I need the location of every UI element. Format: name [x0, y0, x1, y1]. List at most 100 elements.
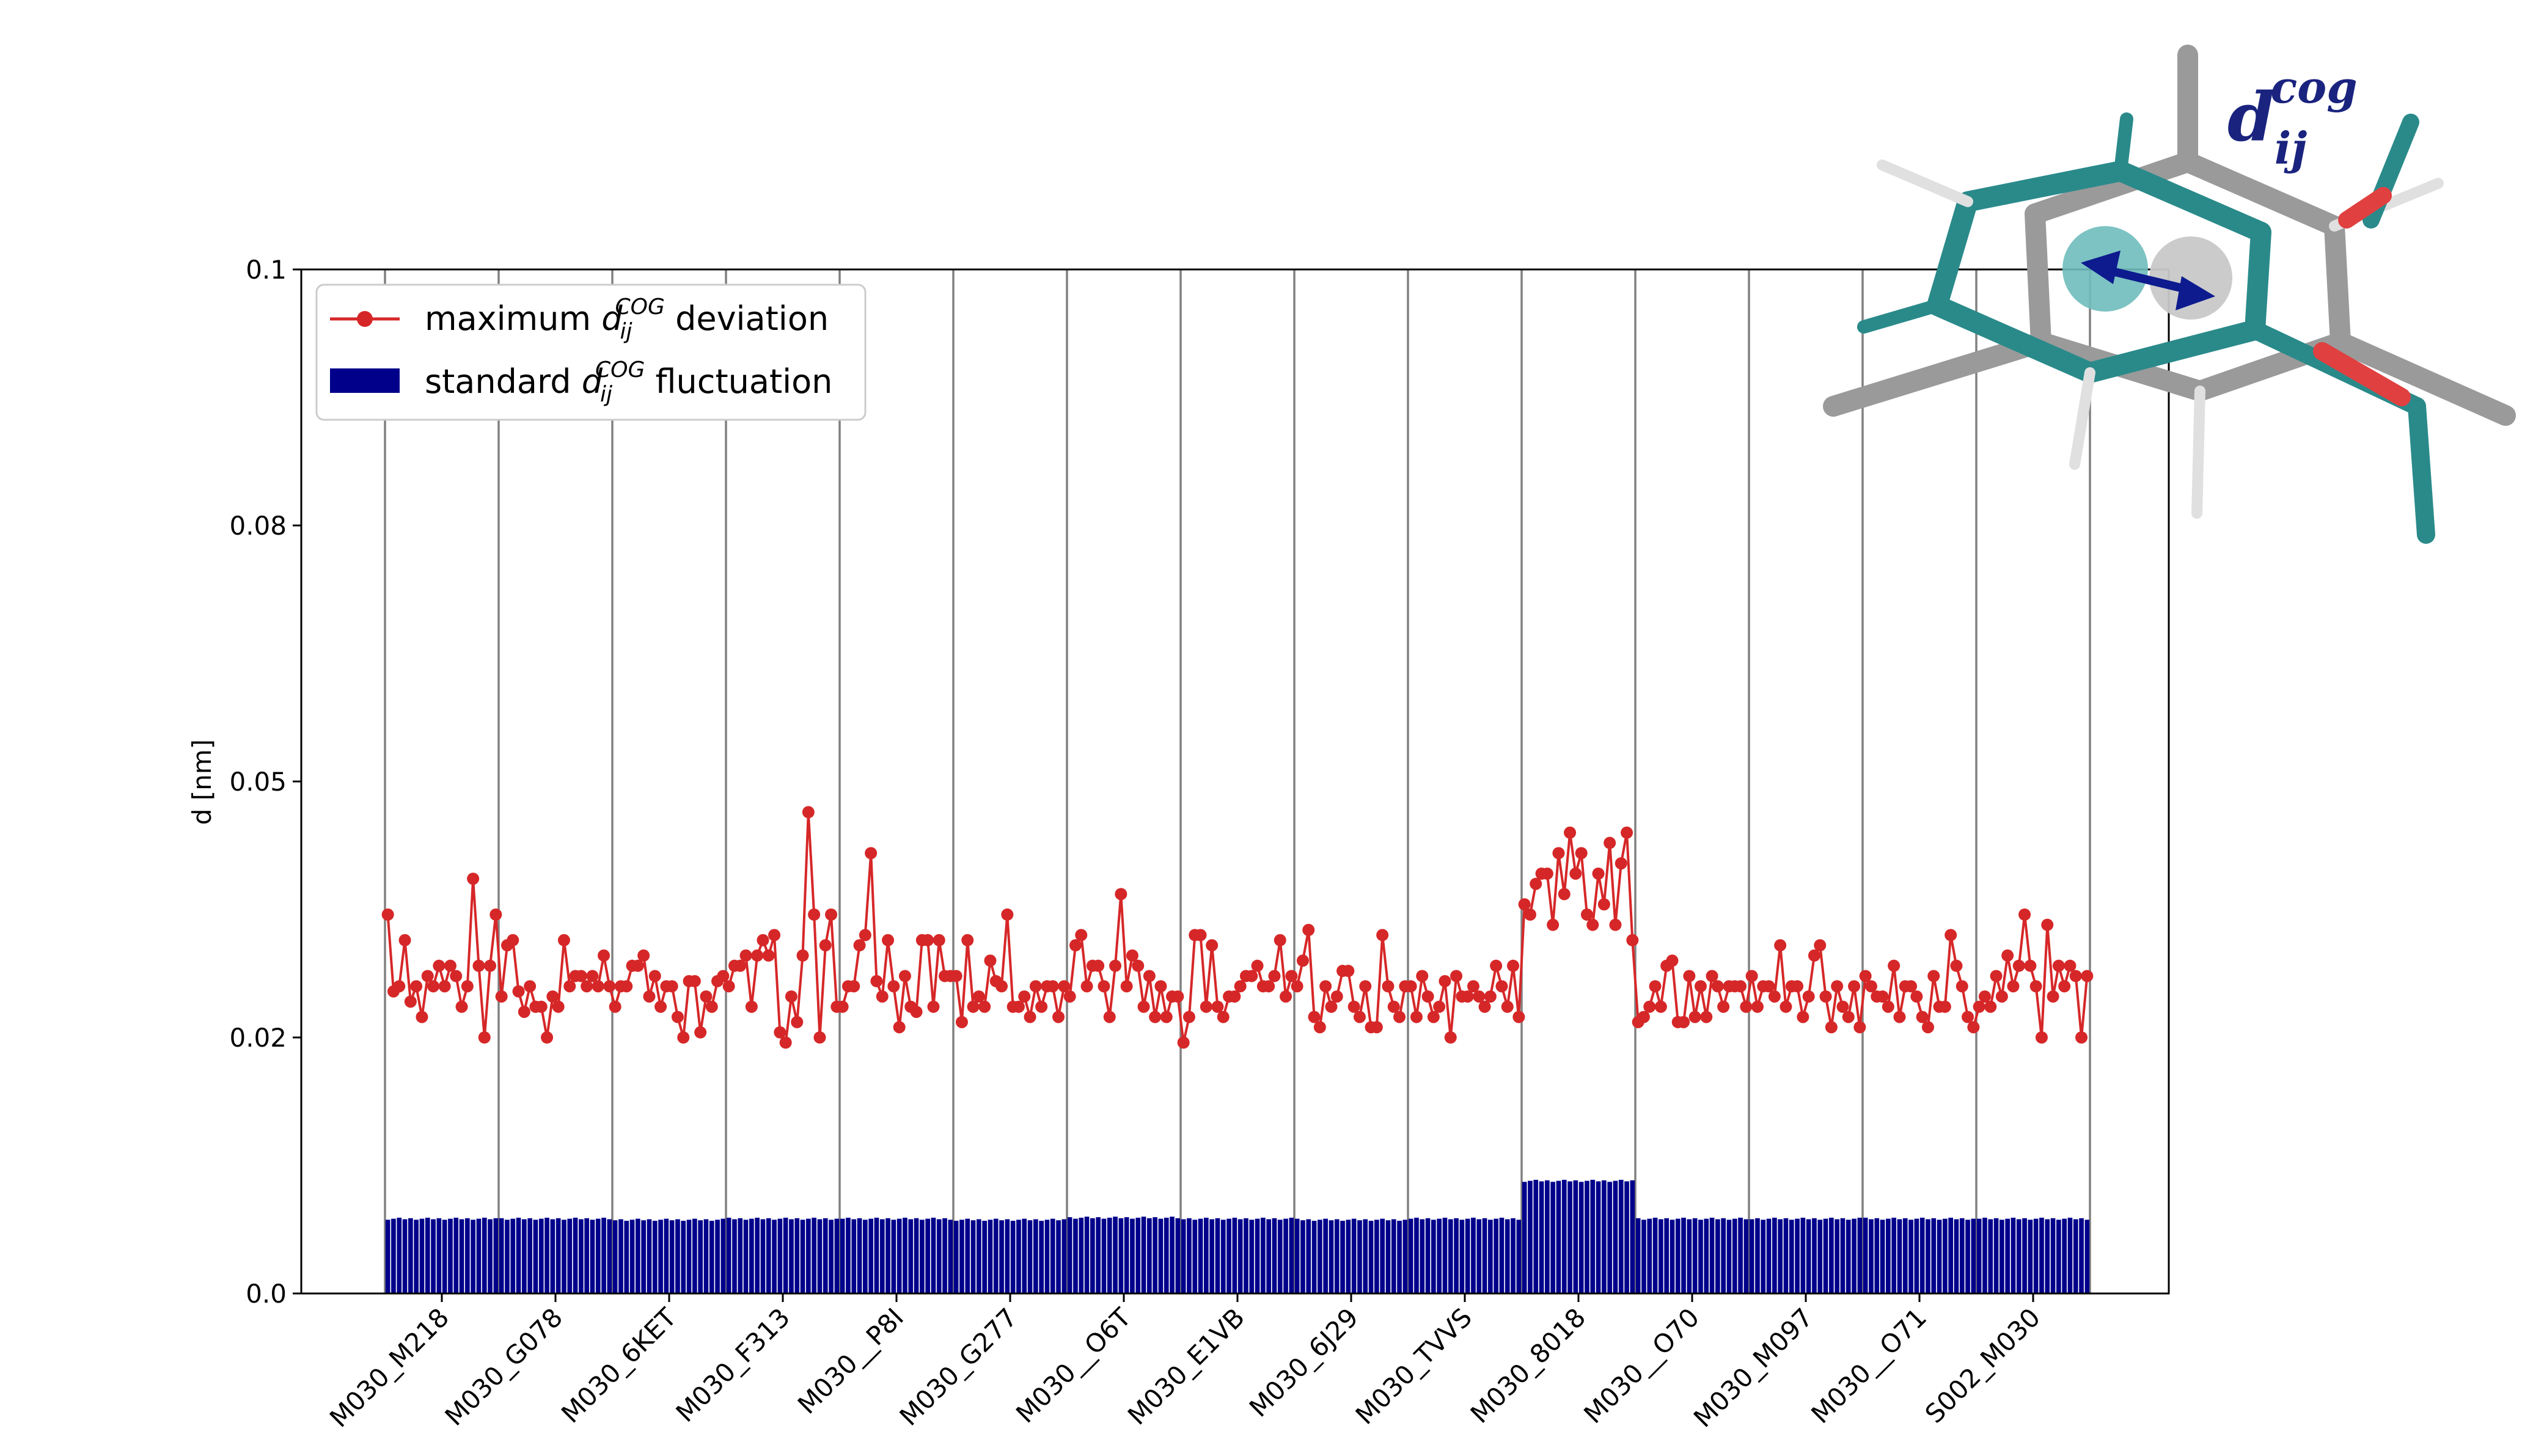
fluctuation-bar [1880, 1220, 1885, 1293]
deviation-point [1967, 1021, 1980, 1034]
fluctuation-bar [1442, 1217, 1448, 1293]
fluctuation-bar [1454, 1218, 1459, 1293]
fluctuation-bar [1329, 1220, 1334, 1293]
deviation-point [1132, 959, 1145, 972]
deviation-point [1325, 1000, 1338, 1013]
deviation-point [1768, 990, 1781, 1003]
fluctuation-bar [669, 1220, 675, 1293]
fluctuation-bar [1652, 1217, 1658, 1293]
fluctuation-bar [1067, 1217, 1072, 1293]
fluctuation-bar [1902, 1218, 1908, 1293]
deviation-point [1393, 1011, 1406, 1023]
deviation-point [2069, 970, 2082, 982]
fluctuation-bar [1363, 1219, 1368, 1293]
fluctuation-bar [527, 1218, 532, 1293]
fluctuation-bar [715, 1220, 720, 1293]
deviation-point [898, 970, 911, 982]
fluctuation-bar [1226, 1218, 1231, 1293]
fluctuation-bar [488, 1219, 493, 1293]
fluctuation-bar [1414, 1217, 1419, 1293]
deviation-point [495, 990, 508, 1003]
deviation-point [2012, 959, 2025, 972]
deviation-point [876, 990, 889, 1003]
fluctuation-bar [1948, 1217, 1953, 1293]
fluctuation-bar [1829, 1217, 1834, 1293]
deviation-point [1080, 980, 1093, 993]
oxygen-bond-2 [2338, 187, 2392, 229]
fluctuation-bar [885, 1218, 890, 1293]
fluctuation-bar [1107, 1217, 1112, 1293]
deviation-point [598, 949, 610, 962]
fluctuation-bar [1943, 1218, 1948, 1293]
fluctuation-bar [1567, 1181, 1572, 1293]
deviation-point [1927, 970, 1940, 982]
fluctuation-bar [624, 1221, 629, 1293]
fluctuation-bar [834, 1218, 840, 1293]
fluctuation-bar [1635, 1218, 1641, 1293]
deviation-point [1200, 1000, 1212, 1013]
fluctuation-bar [1795, 1218, 1800, 1293]
deviation-point [1274, 934, 1286, 946]
fluctuation-bar [1061, 1219, 1067, 1293]
deviation-point [1098, 980, 1110, 993]
deviation-point [398, 934, 411, 946]
deviation-point [1666, 954, 1679, 967]
deviation-point [507, 934, 519, 946]
deviation-point [887, 980, 900, 993]
fluctuation-bar [857, 1218, 862, 1293]
bar-series [385, 1179, 2090, 1293]
fluctuation-bar [385, 1220, 390, 1293]
fluctuation-bar [1959, 1218, 1965, 1293]
fluctuation-bar [1277, 1220, 1283, 1293]
fluctuation-bar [1220, 1220, 1226, 1293]
fluctuation-bar [772, 1220, 777, 1293]
deviation-point [1069, 939, 1082, 952]
deviation-point [1194, 929, 1207, 942]
fluctuation-bar [1817, 1220, 1823, 1293]
deviation-point [1450, 970, 1463, 982]
fluctuation-bar [2039, 1217, 2044, 1293]
deviation-point [1109, 959, 1122, 972]
deviation-point [927, 1000, 940, 1013]
fluctuation-bar [1431, 1220, 1436, 1293]
deviation-point [739, 949, 752, 962]
fluctuation-bar [1607, 1182, 1612, 1293]
deviation-point [1313, 1021, 1326, 1034]
legend-bar-symbol-sub: ij [600, 382, 612, 407]
fluctuation-bar [1869, 1219, 1874, 1293]
fluctuation-bar [1118, 1218, 1124, 1293]
deviation-point [450, 970, 463, 982]
deviation-point [1302, 924, 1315, 937]
fluctuation-bar [431, 1219, 436, 1293]
fluctuation-bar [732, 1219, 737, 1293]
fluctuation-bar [1499, 1217, 1505, 1293]
fluctuation-bar [1471, 1217, 1476, 1293]
deviation-point [1848, 980, 1861, 993]
deviation-point [2035, 1031, 2048, 1044]
deviation-point [2018, 908, 2031, 921]
fluctuation-bar [1704, 1218, 1709, 1293]
fluctuation-bar [1175, 1218, 1181, 1293]
fluctuation-bar [1937, 1220, 1942, 1293]
deviation-point [1683, 970, 1696, 982]
fluctuation-bar [612, 1220, 618, 1293]
fluctuation-bar [1687, 1219, 1692, 1293]
deviation-point [893, 1021, 906, 1034]
fluctuation-bar [1022, 1218, 1027, 1293]
deviation-point [1916, 1011, 1929, 1023]
deviation-point [637, 949, 650, 962]
fluctuation-bar [891, 1220, 896, 1293]
fluctuation-bar [1528, 1180, 1533, 1293]
fluctuation-bar [1993, 1218, 1999, 1293]
deviation-point [1495, 980, 1508, 993]
deviation-point [438, 980, 451, 993]
deviation-point [745, 1000, 758, 1013]
deviation-point [802, 806, 815, 819]
deviation-point [978, 1000, 991, 1013]
fluctuation-bar [664, 1218, 669, 1293]
fluctuation-bar [1198, 1218, 1203, 1293]
gray-bond-left [1823, 332, 2051, 417]
fluctuation-bar [1488, 1220, 1493, 1293]
deviation-point [467, 873, 480, 885]
fluctuation-bar [1459, 1220, 1465, 1293]
